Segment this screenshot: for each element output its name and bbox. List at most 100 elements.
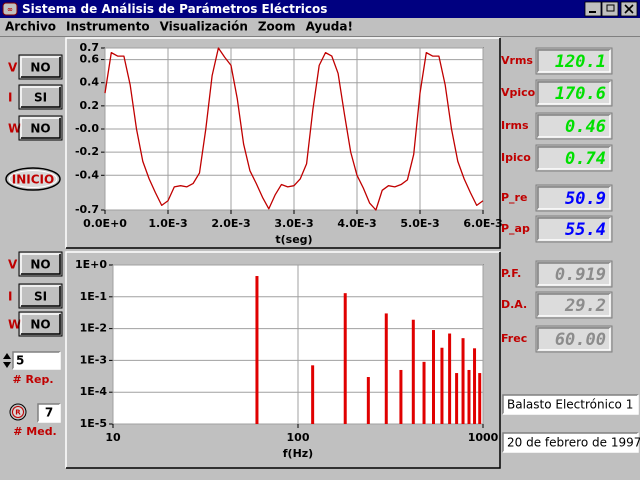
box-face — [503, 433, 638, 452]
button-label: NO — [30, 61, 50, 75]
repetitions-spinner[interactable]: 5 — [3, 351, 61, 370]
measurements-label: # Med. — [13, 425, 57, 438]
start-button[interactable]: INICIO — [5, 167, 61, 191]
x-axis-label: f(Hz) — [283, 447, 313, 460]
x-tick-label: 100 — [287, 431, 310, 444]
box-face — [538, 263, 610, 285]
box-edge-light — [537, 327, 610, 350]
box-edge-light — [65, 37, 500, 248]
button-outline — [18, 115, 63, 141]
readout-outline — [535, 215, 613, 243]
box-edge-dark — [538, 263, 611, 286]
toggle-button[interactable]: SI — [18, 283, 63, 309]
box-edge-light — [537, 81, 610, 104]
box-edge-dark — [38, 404, 61, 423]
channel-label: W — [8, 318, 21, 332]
box-edge-light — [20, 117, 60, 138]
text-field[interactable]: Balasto Electrónico 1 — [502, 394, 639, 415]
measurements-value: 7 — [45, 406, 53, 420]
readout-outline — [535, 325, 613, 353]
y-tick-label: 0.6 — [80, 53, 100, 66]
field-text: 20 de febrero de 1997 — [507, 436, 640, 450]
x-tick-label: 4.0E-3 — [337, 217, 376, 230]
box-edge-light — [502, 394, 638, 414]
icon-glyph: ∞ — [7, 6, 13, 14]
menu-item[interactable]: Instrumento — [66, 20, 150, 34]
channel-label: I — [8, 91, 12, 105]
readout: 29.2 — [535, 291, 613, 319]
text-field[interactable]: 20 de febrero de 1997 — [502, 432, 640, 453]
x-tick-label: 3.0E-3 — [274, 217, 313, 230]
toggle-button[interactable]: NO — [18, 54, 63, 80]
box-edge-dark — [538, 82, 611, 105]
measurements-field[interactable]: 7 — [37, 403, 61, 423]
readout-value: 50.9 — [565, 189, 606, 209]
toggle-button[interactable]: NO — [18, 311, 63, 337]
spinner-down — [3, 362, 11, 368]
spectrum-bar — [440, 347, 444, 424]
spectrum-bar — [311, 365, 315, 424]
box-face — [21, 118, 60, 138]
box-edge-light — [537, 49, 610, 72]
measure-button[interactable]: R — [9, 403, 27, 421]
y-tick-label: 1E-2 — [80, 322, 107, 335]
close-button[interactable] — [620, 1, 638, 17]
button-label: NO — [30, 122, 50, 136]
box-edge-dark — [21, 286, 61, 307]
readout: 0.919 — [535, 260, 613, 288]
toggle-button[interactable]: NO — [18, 115, 63, 141]
spinner-up — [3, 353, 11, 359]
x-tick-label: 0.0E+0 — [83, 217, 127, 230]
box-edge-light — [537, 217, 610, 240]
x-tick-label: 6.0E-3 — [463, 217, 502, 230]
box-edge-dark — [66, 252, 501, 469]
menu-item[interactable]: Archivo — [5, 20, 56, 34]
readout: 0.46 — [535, 112, 613, 140]
spectrum-bar — [478, 373, 482, 424]
spectrum-bar — [422, 361, 426, 424]
readout-value: 0.919 — [555, 265, 606, 285]
spectrum-bar — [461, 338, 465, 424]
maximize-button[interactable] — [601, 1, 619, 17]
menu-item[interactable]: Ayuda! — [306, 20, 353, 34]
box-edge-dark — [538, 294, 611, 317]
y-tick-label: 1E-3 — [80, 353, 107, 366]
y-tick-label: 1E-4 — [80, 385, 108, 398]
box-edge-light — [20, 86, 60, 107]
toggle-button[interactable]: SI — [18, 84, 63, 110]
minimize-frame — [584, 1, 602, 17]
button-label: NO — [30, 258, 50, 272]
box-face — [538, 115, 610, 137]
box-edge-dark — [503, 395, 639, 415]
box-face — [21, 314, 60, 334]
box-edge-light — [37, 403, 60, 422]
menu-item[interactable]: Zoom — [258, 20, 296, 34]
menu-item[interactable]: Visualización — [160, 20, 248, 34]
y-tick-label: -0.2 — [75, 145, 99, 158]
spectrum-bar — [431, 330, 435, 424]
chart-panel: 1E+0 1E-1 1E-2 1E-3 1E-4 1E-510 100 1000 f(Hz) — [65, 251, 501, 469]
minimize-button[interactable] — [584, 1, 602, 17]
x-tick-label: 1000 — [468, 431, 499, 444]
box-face — [538, 187, 610, 209]
readout: 120.1 — [535, 47, 613, 75]
box-face — [503, 395, 638, 414]
readout: 55.4 — [535, 215, 613, 243]
x-tick-label: 2.0E-3 — [211, 217, 250, 230]
start-face — [8, 170, 58, 188]
box-edge-dark — [538, 147, 611, 170]
readout-value: 0.74 — [565, 149, 606, 169]
box-face — [38, 404, 60, 422]
readout-outline — [535, 112, 613, 140]
toggle-button[interactable]: NO — [18, 251, 63, 277]
spectrum-bar — [399, 369, 403, 424]
title-bar — [0, 0, 640, 18]
box-face — [538, 82, 610, 104]
box-edge-light — [537, 114, 610, 137]
button-outline — [18, 311, 63, 337]
button-label: SI — [34, 91, 47, 105]
maximize-glyph — [606, 4, 615, 12]
readout-outline — [535, 184, 613, 212]
readout-label: Vrms — [501, 54, 533, 67]
